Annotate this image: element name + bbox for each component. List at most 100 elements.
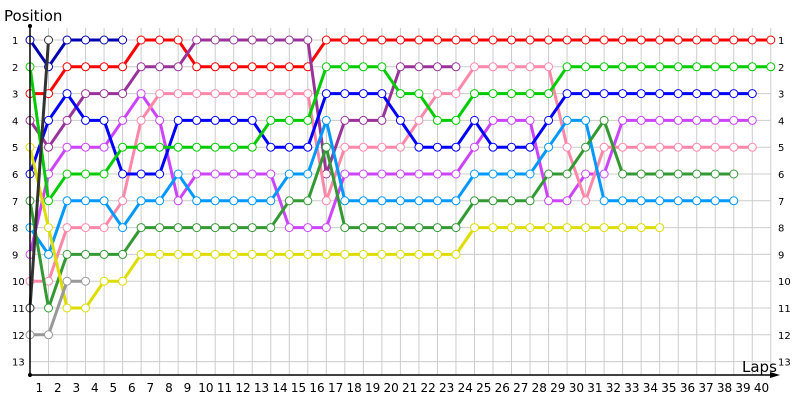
y-tick-label-right: 12 (778, 331, 791, 342)
data-point (525, 169, 535, 179)
data-point (581, 196, 591, 206)
x-tick-label: 29 (550, 381, 565, 395)
data-point (655, 35, 665, 45)
series-8 (25, 115, 739, 313)
data-point (729, 142, 739, 152)
data-point (395, 249, 405, 259)
data-point (358, 89, 368, 99)
data-point (544, 196, 554, 206)
data-point (599, 115, 609, 125)
data-point (488, 35, 498, 45)
data-point (229, 169, 239, 179)
data-point (62, 142, 72, 152)
data-point (395, 115, 405, 125)
data-point (358, 223, 368, 233)
data-point (488, 115, 498, 125)
series-9 (25, 142, 665, 313)
data-point (692, 89, 702, 99)
data-point (377, 249, 387, 259)
y-tick-label-right: 6 (778, 170, 784, 181)
x-tick-label: 2 (54, 381, 62, 395)
data-point (488, 196, 498, 206)
data-point (118, 169, 128, 179)
y-axis-label: Position (4, 7, 62, 25)
data-point (192, 196, 202, 206)
data-point (118, 115, 128, 125)
data-point (710, 62, 720, 72)
data-point (692, 35, 702, 45)
data-point (44, 223, 54, 233)
data-point (303, 223, 313, 233)
data-point (321, 142, 331, 152)
data-point (136, 223, 146, 233)
y-tick-label-right: 11 (778, 304, 791, 315)
data-point (284, 142, 294, 152)
data-point (581, 223, 591, 233)
data-point (136, 115, 146, 125)
data-point (155, 142, 165, 152)
data-point (284, 249, 294, 259)
y-tick-label-left: 2 (12, 63, 18, 74)
data-point (155, 62, 165, 72)
y-tick-label-right: 3 (778, 90, 784, 101)
data-point (340, 223, 350, 233)
data-point (44, 249, 54, 259)
data-point (507, 35, 517, 45)
data-point (192, 249, 202, 259)
data-point (544, 169, 554, 179)
x-tick-label: 3 (72, 381, 80, 395)
y-tick-label-left: 6 (12, 170, 18, 181)
data-point (673, 115, 683, 125)
data-point (118, 62, 128, 72)
data-point (525, 223, 535, 233)
data-point (44, 330, 54, 340)
data-point (766, 35, 776, 45)
data-point (247, 115, 257, 125)
data-point (247, 169, 257, 179)
x-axis-label: Laps (742, 358, 777, 376)
data-point (358, 196, 368, 206)
data-point (655, 115, 665, 125)
data-point (414, 223, 424, 233)
data-point (673, 35, 683, 45)
data-point (618, 196, 628, 206)
data-point (173, 35, 183, 45)
data-point (340, 115, 350, 125)
data-point (432, 223, 442, 233)
x-tick-label: 27 (513, 381, 528, 395)
data-point (581, 89, 591, 99)
data-point (62, 62, 72, 72)
data-point (469, 89, 479, 99)
data-point (618, 169, 628, 179)
data-point (81, 223, 91, 233)
x-tick-label: 20 (383, 381, 398, 395)
data-point (136, 196, 146, 206)
data-point (321, 249, 331, 259)
data-point (358, 142, 368, 152)
data-point (62, 196, 72, 206)
data-point (210, 223, 220, 233)
data-point (229, 35, 239, 45)
x-tick-label: 19 (365, 381, 380, 395)
data-point (340, 35, 350, 45)
data-point (358, 62, 368, 72)
data-point (99, 35, 109, 45)
data-point (266, 142, 276, 152)
data-point (636, 115, 646, 125)
series-line (28, 38, 123, 69)
data-point (229, 142, 239, 152)
data-point (303, 115, 313, 125)
data-point (377, 115, 387, 125)
data-point (488, 142, 498, 152)
x-tick-label: 24 (458, 381, 473, 395)
data-point (599, 223, 609, 233)
data-point (321, 89, 331, 99)
data-point (710, 142, 720, 152)
data-point (395, 196, 405, 206)
data-point (673, 89, 683, 99)
data-point (173, 249, 183, 259)
data-point (747, 89, 757, 99)
data-point (192, 169, 202, 179)
data-point (673, 169, 683, 179)
data-point (247, 142, 257, 152)
